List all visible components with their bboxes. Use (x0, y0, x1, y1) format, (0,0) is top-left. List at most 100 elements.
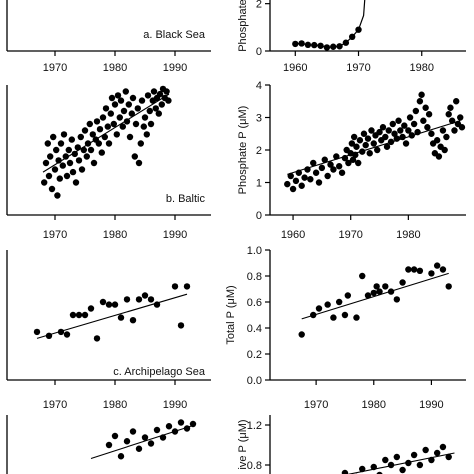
data-point (399, 133, 406, 141)
data-point (129, 317, 137, 324)
data-point (146, 107, 153, 115)
data-point (405, 127, 412, 134)
data-point (315, 179, 323, 186)
data-point (318, 164, 326, 172)
data-point (135, 296, 143, 303)
data-point (360, 130, 368, 137)
data-point (324, 301, 331, 308)
data-point (93, 118, 101, 125)
data-point (439, 127, 447, 134)
data-point (183, 283, 191, 290)
data-point (107, 110, 115, 117)
data-point (41, 179, 48, 186)
data-point (335, 163, 343, 170)
data-point (453, 98, 460, 105)
data-point (284, 180, 291, 188)
data-point (74, 144, 82, 151)
data-point (163, 88, 170, 95)
data-point (143, 131, 150, 138)
data-point (140, 123, 147, 130)
data-point (405, 459, 412, 467)
data-point (422, 446, 429, 454)
panel-archipelago-right: 1970 1980 1990 0.0 0.2 0.4 0.6 0.8 1.0 Total P (μ… (225, 245, 466, 411)
x-tick-label: 1970 (338, 229, 362, 241)
data-point (111, 101, 119, 108)
y-tick-label: 4 (256, 80, 262, 92)
data-point (402, 140, 410, 147)
data-point (96, 126, 104, 133)
data-point (310, 311, 317, 319)
trend-line (287, 120, 461, 175)
data-point (95, 140, 103, 147)
data-point (368, 127, 375, 134)
data-point (171, 428, 179, 435)
data-point (177, 419, 185, 426)
data-point (171, 283, 179, 290)
data-point (117, 453, 125, 460)
data-point (370, 140, 377, 147)
data-point (132, 120, 140, 128)
data-point (101, 133, 109, 141)
data-point (68, 136, 76, 143)
y-tick-label: 2 (256, 145, 262, 157)
data-point (55, 157, 62, 164)
data-point (111, 432, 119, 440)
x-tick-label: 1980 (103, 229, 127, 241)
panel-fourth-left (6, 415, 197, 474)
y-tick-label: 0.8 (247, 271, 262, 283)
data-point (348, 140, 356, 147)
data-point (126, 133, 134, 141)
data-point (45, 332, 53, 339)
data-point (69, 311, 77, 319)
data-point (405, 266, 412, 273)
data-point (374, 146, 381, 154)
y-axis-title: Phosphate (237, 0, 249, 52)
data-point (119, 123, 127, 130)
data-point (435, 153, 443, 160)
data-point (439, 266, 447, 273)
data-point (47, 153, 54, 160)
x-tick-label: 1960 (281, 229, 305, 241)
data-point (289, 185, 297, 193)
data-point (301, 174, 308, 181)
data-point (420, 117, 427, 124)
data-point (401, 122, 408, 129)
data-point (292, 40, 299, 48)
data-point (129, 428, 137, 435)
data-point (152, 105, 159, 112)
data-point (77, 133, 85, 141)
y-tick-label: 0.4 (247, 323, 262, 335)
data-point (355, 159, 362, 167)
panel-label: b. Baltic (166, 193, 206, 205)
data-point (86, 120, 94, 128)
data-point (304, 166, 311, 173)
data-point (123, 438, 131, 445)
data-point (443, 133, 450, 141)
data-point (66, 159, 74, 167)
data-point (84, 140, 92, 147)
data-point (321, 156, 328, 163)
data-point (189, 420, 197, 428)
data-point (141, 434, 149, 441)
y-tick-label: 3 (256, 113, 262, 125)
data-point (120, 107, 128, 115)
data-point (393, 296, 401, 303)
data-point (63, 172, 71, 180)
x-tick-label: 1980 (103, 399, 127, 411)
data-point (125, 101, 132, 108)
data-point (333, 153, 340, 160)
data-point (295, 169, 303, 176)
data-point (341, 311, 349, 319)
data-point (129, 94, 137, 102)
data-point (138, 97, 146, 104)
data-point (370, 463, 377, 471)
data-point (373, 283, 380, 290)
data-point (416, 267, 424, 274)
data-point (397, 127, 404, 134)
data-point (57, 140, 65, 147)
data-point (307, 176, 314, 183)
data-point (81, 311, 89, 319)
data-point (122, 88, 129, 95)
panel-black-sea-left: 1970 1980 1990 a. Black Sea (6, 0, 211, 74)
data-point (385, 127, 392, 134)
